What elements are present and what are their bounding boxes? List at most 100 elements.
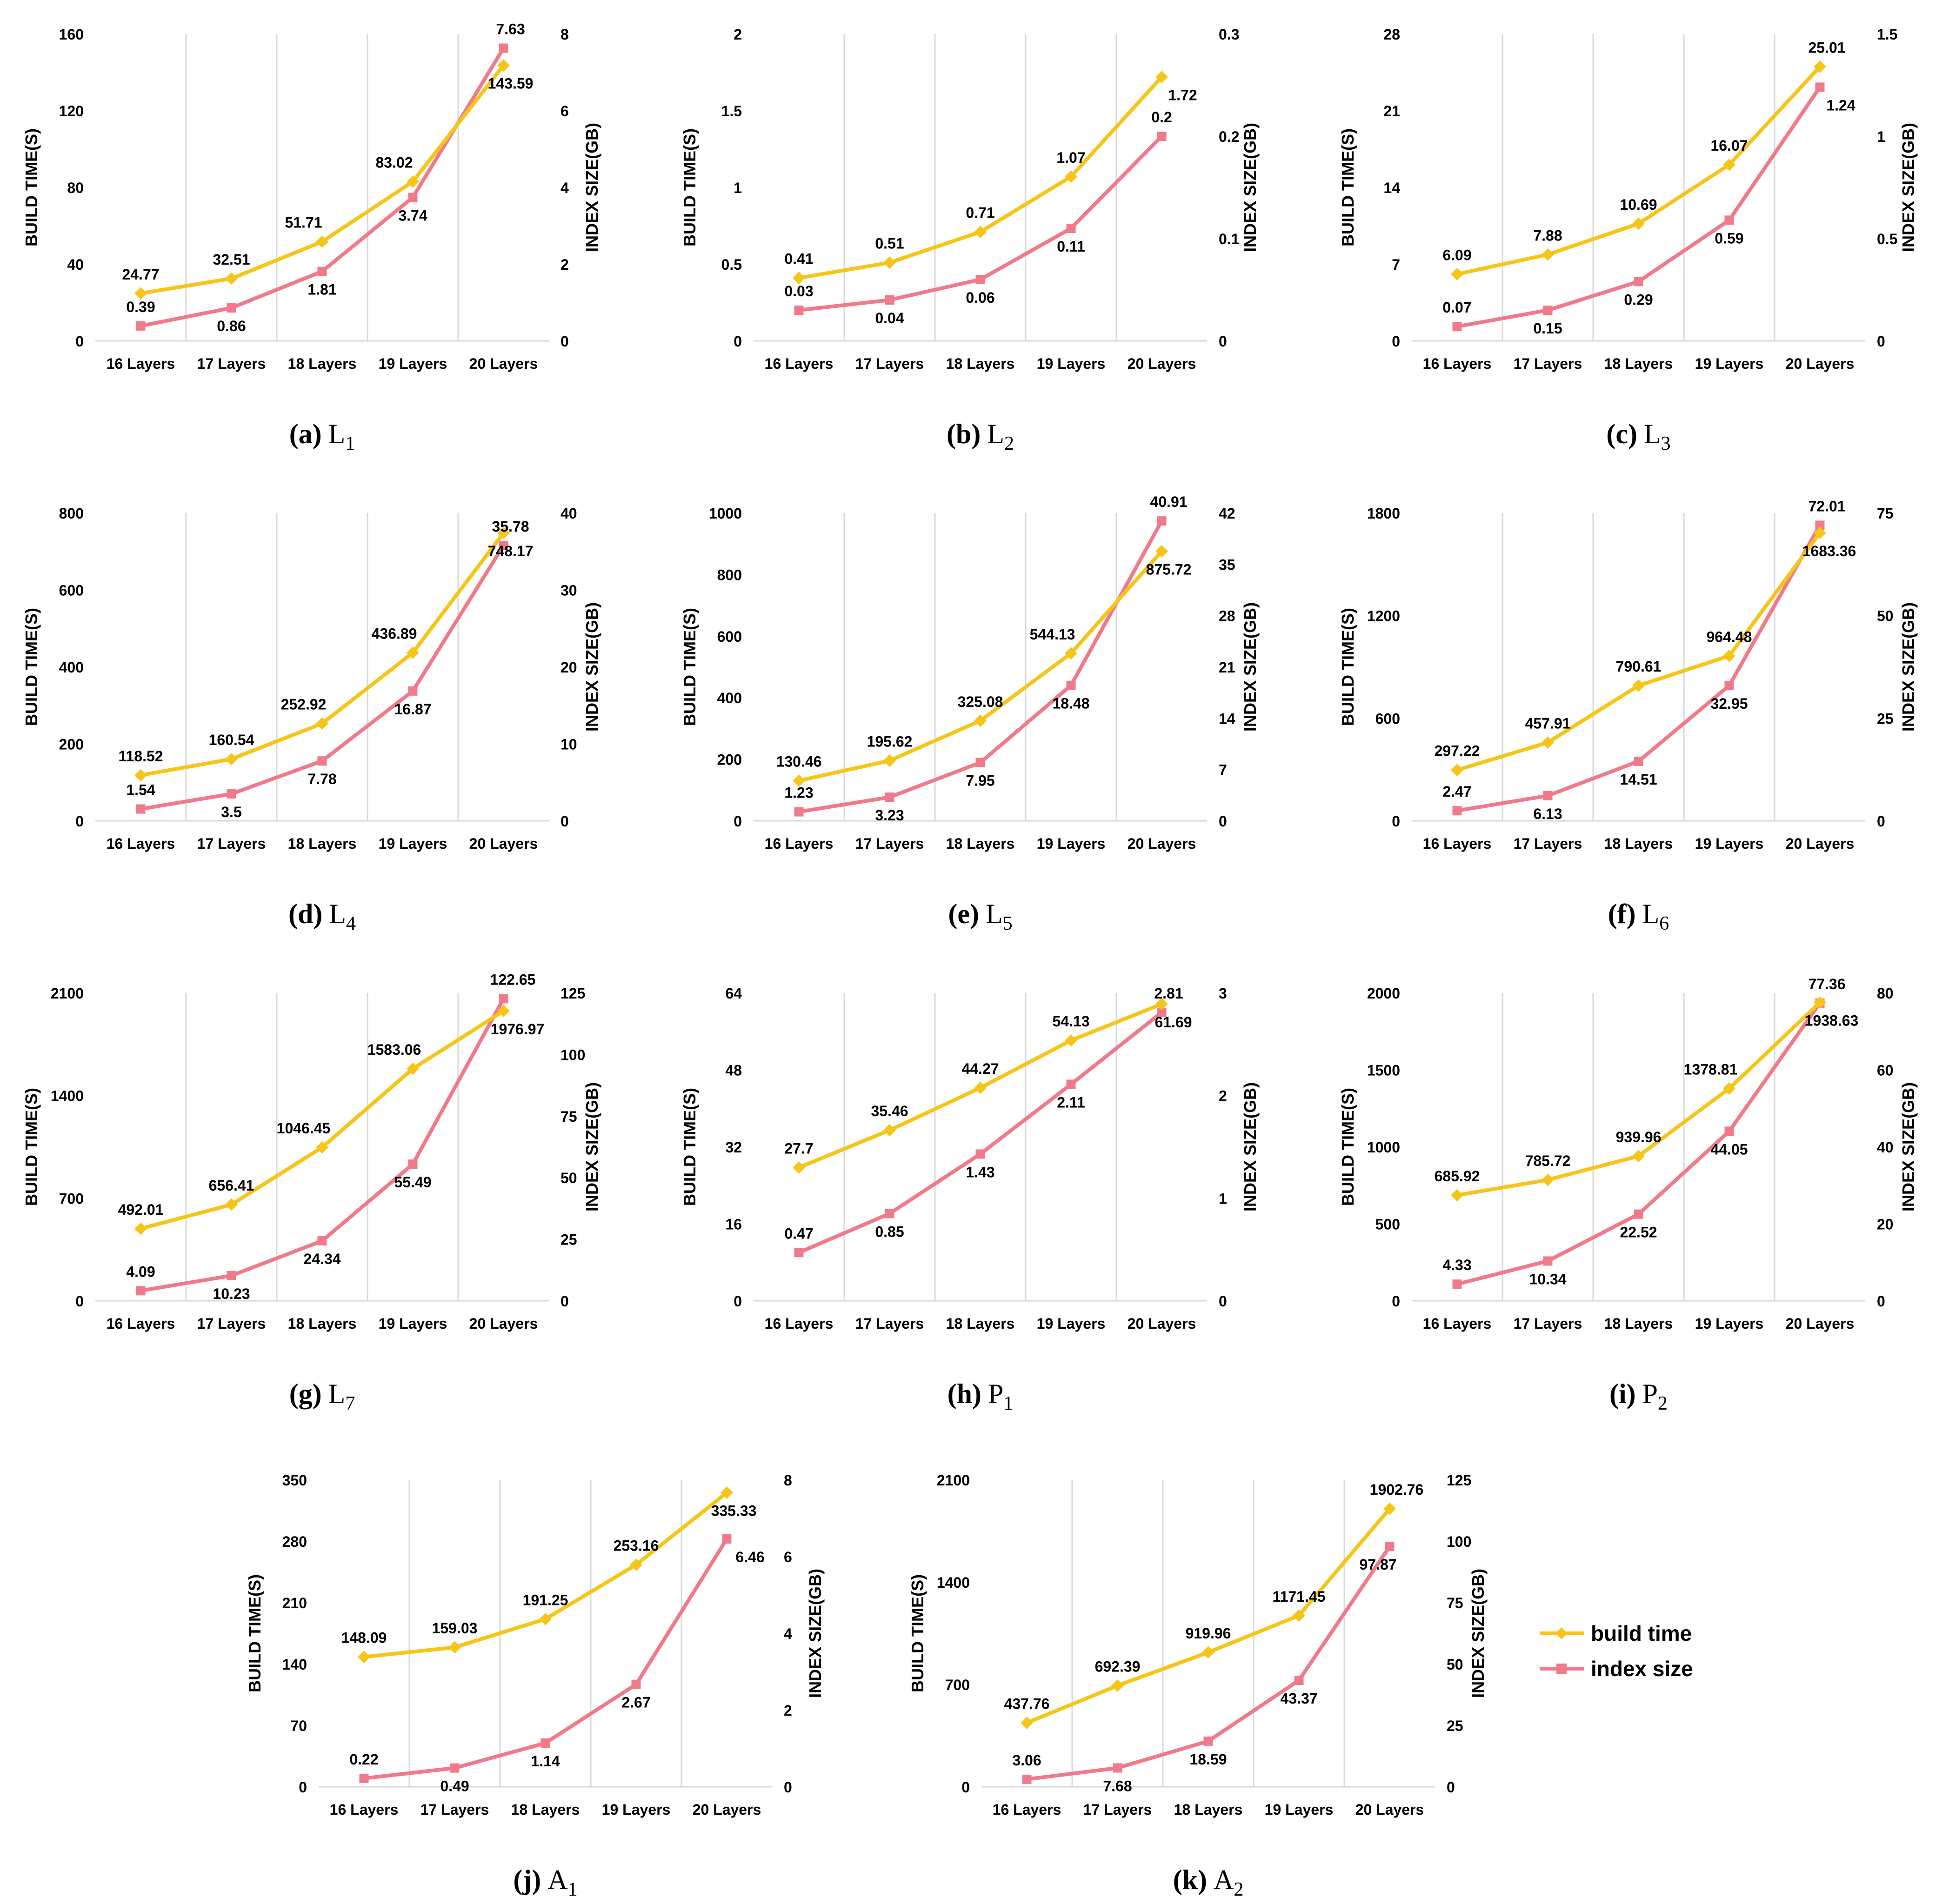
y-right-tick-label: 0.5 [1877, 231, 1897, 247]
build-time-line [1026, 1507, 1391, 1725]
index-size-marker [408, 686, 418, 696]
index-size-data-label: 24.34 [303, 1251, 340, 1267]
caption-sub: 1 [1003, 1393, 1013, 1414]
index-size-data-label: 55.49 [394, 1174, 431, 1191]
index-size-data-label: 0.2 [1151, 109, 1172, 126]
index-size-marker [1113, 1763, 1122, 1773]
caption-sub: 4 [346, 913, 356, 934]
build-time-marker [1293, 1609, 1305, 1622]
y-left-tick-label: 21 [1383, 103, 1400, 120]
build-time-line [798, 550, 1163, 783]
y-right-tick-label: 20 [561, 659, 577, 676]
y-right-tick-label: 75 [1447, 1595, 1463, 1611]
x-tick-label: 17 Layers [1514, 835, 1582, 852]
build-time-marker [883, 754, 896, 767]
x-tick-label: 18 Layers [946, 1315, 1015, 1332]
index-size-marker [1724, 1126, 1734, 1136]
x-tick-label: 19 Layers [1695, 355, 1764, 372]
index-size-data-label: 77.36 [1808, 976, 1845, 992]
build-time-marker [1202, 1646, 1215, 1659]
index-size-marker [317, 756, 327, 766]
y-right-tick-label: 75 [561, 1108, 577, 1125]
y-right-tick-label: 10 [561, 736, 577, 753]
y-right-tick-label: 20 [1877, 1216, 1894, 1233]
x-tick-label: 19 Layers [1037, 1315, 1106, 1332]
y-right-tick-label: 0 [1219, 333, 1227, 350]
y-right-tick-label: 50 [1877, 608, 1894, 625]
build-time-data-label: 437.76 [1004, 1695, 1050, 1712]
index-size-data-label: 0.86 [217, 318, 246, 334]
y-right-tick-label: 80 [1877, 985, 1894, 1002]
y-right-tick-label: 4 [561, 180, 569, 196]
caption-main: L [328, 1378, 346, 1409]
index-size-marker [1385, 1542, 1395, 1551]
index-size-marker [499, 540, 508, 550]
build-time-data-label: 1046.45 [277, 1120, 331, 1137]
index-size-marker [1203, 1736, 1213, 1746]
caption-sub: 6 [1659, 913, 1669, 934]
x-tick-label: 17 Layers [855, 355, 924, 372]
legend-index-label: index size [1591, 1657, 1693, 1681]
build-time-data-label: 457.91 [1525, 715, 1571, 732]
y-right-tick-label: 0 [561, 1293, 569, 1310]
y-right-tick-label: 42 [1219, 505, 1235, 522]
index-size-data-label: 3.06 [1012, 1752, 1041, 1769]
build-time-marker [225, 272, 238, 285]
build-time-line [798, 75, 1163, 280]
build-time-marker [883, 1124, 896, 1137]
y-left-tick-label: 210 [282, 1595, 307, 1611]
y-right-tick-label: 100 [561, 1046, 585, 1063]
index-size-data-label: 32.95 [1710, 695, 1748, 712]
build-time-marker [1451, 1189, 1463, 1202]
chart-i: 16 Layers 17 Layers 18 Layers 19 Layers 20 L… [1338, 976, 1918, 1414]
build-time-marker [1542, 736, 1554, 749]
y-right-tick-label: 0 [561, 333, 569, 350]
y-right-tick-label: 8 [784, 1472, 792, 1489]
y-right-tick-label: 0 [1877, 1293, 1885, 1310]
x-tick-label: 19 Layers [602, 1801, 671, 1818]
x-tick-label: 16 Layers [1423, 355, 1492, 372]
build-time-data-label: 1.07 [1056, 149, 1085, 166]
chart-h: 16 Layers 17 Layers 18 Layers 19 Layers 20 L… [680, 985, 1260, 1414]
y-left-tick-label: 40 [67, 256, 84, 273]
build-time-data-label: 0.51 [875, 235, 904, 252]
y-left-tick-label: 0 [734, 333, 742, 350]
x-tick-label: 20 Layers [1355, 1801, 1424, 1818]
index-size-marker [1066, 1079, 1076, 1089]
build-time-data-label: 148.09 [341, 1630, 387, 1646]
caption-id: (j) [513, 1864, 541, 1895]
build-time-data-label: 130.46 [776, 753, 822, 770]
y-right-tick-label: 0 [784, 1779, 792, 1796]
build-time-marker [497, 1005, 510, 1018]
y-right-tick-label: 14 [1219, 710, 1235, 727]
build-time-marker [407, 646, 419, 659]
x-tick-label: 17 Layers [855, 835, 924, 852]
y-left-tick-label: 64 [725, 985, 742, 1002]
index-size-marker [794, 306, 804, 315]
x-tick-label: 20 Layers [469, 1315, 538, 1332]
index-size-data-label: 0.15 [1533, 320, 1562, 337]
y-left-tick-label: 16 [725, 1216, 742, 1233]
build-time-data-label: 1583.06 [367, 1041, 421, 1058]
y-left-tick-label: 600 [1375, 710, 1400, 727]
build-time-marker [974, 1081, 987, 1094]
y-right-tick-label: 25 [1877, 710, 1894, 727]
index-size-marker [1157, 516, 1167, 526]
index-size-data-label: 6.13 [1533, 806, 1562, 822]
index-size-data-label: 72.01 [1808, 498, 1845, 514]
build-time-data-label: 436.89 [372, 625, 417, 642]
x-tick-label: 16 Layers [765, 355, 834, 372]
build-time-data-label: 1378.81 [1684, 1061, 1738, 1078]
index-size-data-label: 7.63 [496, 21, 525, 38]
y-left-tick-label: 0 [734, 1293, 742, 1310]
y-right-axis-title: INDEX SIZE(GB) [1241, 602, 1260, 732]
caption-main: L [328, 419, 346, 449]
build-time-marker [1451, 268, 1463, 280]
build-time-marker [793, 272, 805, 285]
chart-c: 16 Layers 17 Layers 18 Layers 19 Layers 20 L… [1338, 26, 1918, 454]
caption-id: (e) [948, 899, 979, 929]
x-tick-label: 16 Layers [107, 835, 175, 852]
chart-e: 16 Layers 17 Layers 18 Layers 19 Layers 20 L… [680, 493, 1260, 934]
build-time-data-label: 0.41 [784, 251, 813, 267]
index-size-marker [885, 295, 894, 305]
